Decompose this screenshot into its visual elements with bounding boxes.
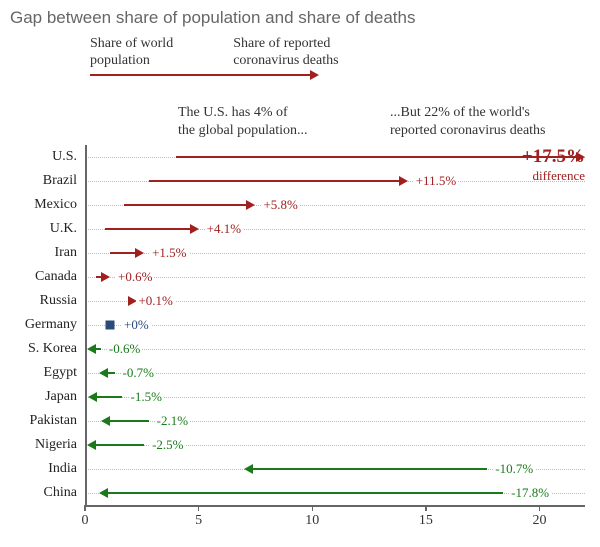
arrow-line <box>149 180 399 182</box>
country-label: U.S. <box>20 149 80 165</box>
arrow-right-icon <box>101 272 110 282</box>
data-row: Egypt-0.7% <box>85 361 585 385</box>
country-label: Mexico <box>20 197 80 213</box>
x-tick-label: 20 <box>533 513 547 529</box>
row-gridline <box>85 349 585 350</box>
value-label: -2.5% <box>150 437 185 453</box>
data-row: Brazil+11.5% <box>85 169 585 193</box>
country-label: Japan <box>20 389 80 405</box>
arrow-line <box>110 252 135 254</box>
arrow-line <box>108 372 115 374</box>
arrow-left-icon <box>99 368 108 378</box>
value-label: -2.1% <box>155 413 190 429</box>
us-difference-callout: +17.5%difference <box>522 146 585 184</box>
value-label: +0.6% <box>116 269 154 285</box>
us-diff-sublabel: difference <box>522 168 585 184</box>
country-label: Nigeria <box>20 437 80 453</box>
arrow-right-icon <box>310 70 319 80</box>
country-label: India <box>20 461 80 477</box>
value-label: +4.1% <box>205 221 243 237</box>
row-gridline <box>85 325 585 326</box>
country-label: Iran <box>20 245 80 261</box>
chart-title: Gap between share of population and shar… <box>10 8 415 28</box>
country-label: Pakistan <box>20 413 80 429</box>
arrow-left-icon <box>88 392 97 402</box>
x-axis <box>85 505 585 507</box>
zero-marker-icon <box>106 321 115 330</box>
arrow-line <box>97 396 122 398</box>
arrow-line <box>96 444 144 446</box>
country-label: China <box>20 485 80 501</box>
country-label: Egypt <box>20 365 80 381</box>
value-label: -0.7% <box>121 365 156 381</box>
value-label: +5.8% <box>261 197 299 213</box>
row-gridline <box>85 277 585 278</box>
arrow-line <box>105 228 189 230</box>
annotation-left: The U.S. has 4% ofthe global population.… <box>178 104 307 139</box>
arrow-line <box>96 348 101 350</box>
country-label: Russia <box>20 293 80 309</box>
data-row: Pakistan-2.1% <box>85 409 585 433</box>
arrow-line <box>108 492 504 494</box>
value-label: +11.5% <box>414 173 458 189</box>
legend-left-label: Share of worldpopulation <box>90 36 173 70</box>
country-label: Brazil <box>20 173 80 189</box>
arrow-right-icon <box>135 248 144 258</box>
value-label: +1.5% <box>150 245 188 261</box>
arrow-line <box>110 420 149 422</box>
annotation-right: ...But 22% of the world'sreported corona… <box>390 104 546 139</box>
data-row: Iran+1.5% <box>85 241 585 265</box>
arrow-line <box>253 468 487 470</box>
data-row: Japan-1.5% <box>85 385 585 409</box>
arrow-left-icon <box>87 344 96 354</box>
arrow-left-icon <box>99 488 108 498</box>
country-label: Canada <box>20 269 80 285</box>
x-tick-label: 0 <box>82 513 89 529</box>
data-row: S. Korea-0.6% <box>85 337 585 361</box>
country-label: U.K. <box>20 221 80 237</box>
x-tick-label: 10 <box>305 513 319 529</box>
value-label: +0.1% <box>136 293 174 309</box>
legend-arrow <box>90 74 339 76</box>
row-gridline <box>85 373 585 374</box>
arrow-right-icon <box>246 200 255 210</box>
x-tick-label: 5 <box>195 513 202 529</box>
value-label: -17.8% <box>509 485 551 501</box>
arrow-right-icon <box>190 224 199 234</box>
value-label: +0% <box>122 317 151 333</box>
data-row: Nigeria-2.5% <box>85 433 585 457</box>
gap-arrow-chart: 0 5 10 15 20 U.S.Brazil+11.5%Mexico+5.8%U.K.+… <box>85 145 585 535</box>
data-row: Canada+0.6% <box>85 265 585 289</box>
y-axis <box>85 145 87 505</box>
arrow-left-icon <box>87 440 96 450</box>
legend: Share of worldpopulation Share of report… <box>90 36 339 76</box>
arrow-line <box>176 156 576 158</box>
x-tick-label: 15 <box>419 513 433 529</box>
data-row: U.S. <box>85 145 585 169</box>
data-row: Mexico+5.8% <box>85 193 585 217</box>
us-diff-value: +17.5% <box>522 146 585 168</box>
arrow-right-icon <box>399 176 408 186</box>
data-row: Russia+0.1% <box>85 289 585 313</box>
value-label: -0.6% <box>107 341 142 357</box>
value-label: -10.7% <box>493 461 535 477</box>
data-row: U.K.+4.1% <box>85 217 585 241</box>
data-row: India-10.7% <box>85 457 585 481</box>
legend-right-label: Share of reportedcoronavirus deaths <box>233 36 338 70</box>
arrow-left-icon <box>244 464 253 474</box>
country-label: S. Korea <box>20 341 80 357</box>
country-label: Germany <box>20 317 80 333</box>
legend-arrow-line <box>90 74 310 76</box>
value-label: -1.5% <box>129 389 164 405</box>
arrow-left-icon <box>101 416 110 426</box>
data-row: China-17.8% <box>85 481 585 505</box>
arrow-line <box>124 204 247 206</box>
data-row: Germany+0% <box>85 313 585 337</box>
